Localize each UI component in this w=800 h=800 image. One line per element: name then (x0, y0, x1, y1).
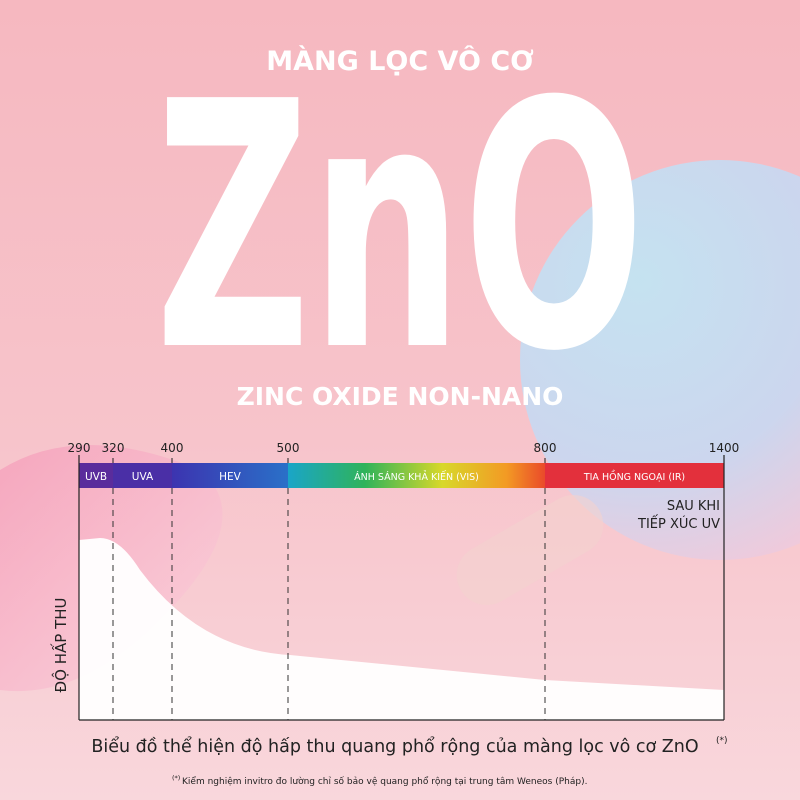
y-label: ĐỘ HẤP THU (49, 598, 70, 693)
series-label: TIẾP XÚC UV (637, 515, 720, 532)
band-ir (545, 463, 724, 488)
absorption-curve (79, 538, 724, 720)
band-uvb (79, 463, 113, 488)
tick-label: 1400 (709, 441, 740, 455)
band-uva (113, 463, 172, 488)
ticks: 290 320 400 500 800 1400 (68, 441, 740, 463)
tick-label: 290 (68, 441, 91, 455)
band-label: TIA HỒNG NGOẠI (IR) (583, 470, 685, 483)
spectrum: UVB UVA HEV ÁNH SÁNG KHẢ KIẾN (VIS) TIA HỒNG… (79, 463, 724, 488)
band-vis (288, 463, 545, 488)
footnote: Kiểm nghiệm invitro đo lường chỉ số bảo … (182, 776, 587, 787)
caption: Biểu đồ thể hiện độ hấp thu quang phổ rộ… (91, 736, 698, 757)
tagline: ZINC OXIDE NON-NANO (237, 382, 564, 411)
band-label: UVA (132, 471, 154, 483)
band-label: ÁNH SÁNG KHẢ KIẾN (VIS) (354, 471, 479, 483)
footnote-mark: (*) (172, 774, 180, 782)
band-label: HEV (219, 471, 242, 483)
decor-orb (520, 160, 800, 560)
tick-label: 800 (534, 441, 557, 455)
title: ZnO (155, 30, 645, 426)
decor-tube (456, 495, 604, 605)
tick-label: 500 (277, 441, 300, 455)
series-label: SAU KHI (667, 499, 720, 514)
band-hev (172, 463, 288, 488)
band-label: UVB (85, 471, 107, 483)
dividers (112, 488, 546, 720)
tick-label: 400 (161, 441, 184, 455)
caption-mark: (*) (716, 736, 728, 746)
tick-label: 320 (102, 441, 125, 455)
subtitle: MÀNG LỌC VÔ CƠ (266, 45, 534, 77)
